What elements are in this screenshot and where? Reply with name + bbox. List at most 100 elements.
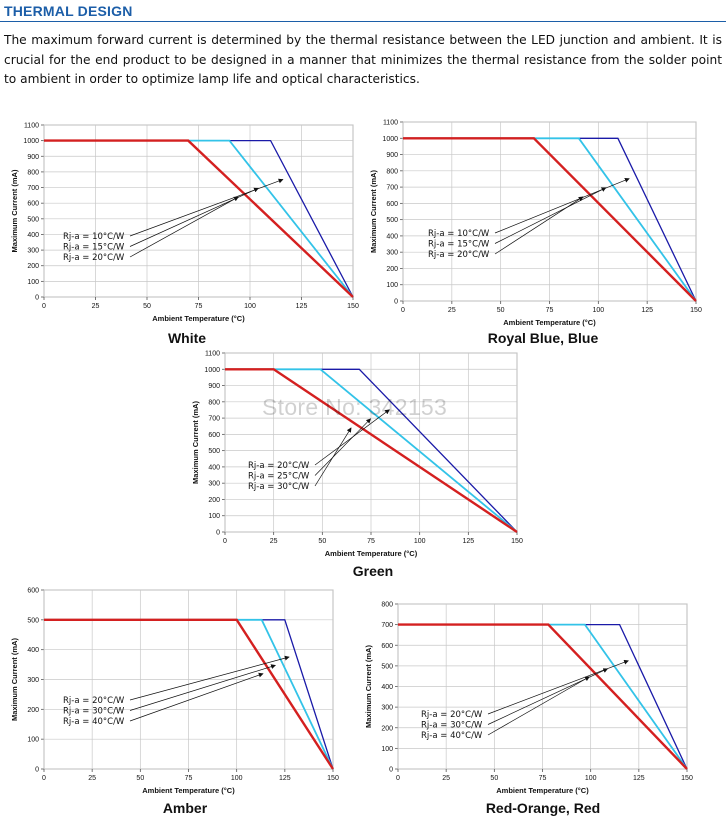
intro-paragraph: The maximum forward current is determine… bbox=[4, 33, 722, 86]
series-line-3 bbox=[403, 137, 697, 302]
series-line-3 bbox=[225, 368, 518, 533]
series-arrow-3 bbox=[129, 672, 264, 722]
series-label-1: Rj-a = 20°C/W bbox=[421, 710, 483, 720]
y-tick-label: 100 bbox=[381, 746, 393, 753]
series-line-3 bbox=[44, 618, 335, 770]
series-label-2: Rj-a = 30°C/W bbox=[421, 721, 483, 731]
y-tick-label: 200 bbox=[208, 497, 220, 504]
chart-white: 0 100 200 300 400 500 600 700 800 900 1000 1100 0 25 5… bbox=[10, 123, 359, 324]
y-tick-label: 1100 bbox=[205, 351, 220, 358]
y-tick-label: 100 bbox=[208, 513, 220, 520]
y-axis-label: Maximum Current (mA) bbox=[369, 170, 378, 253]
x-tick-label: 150 bbox=[690, 307, 702, 314]
x-tick-label: 0 bbox=[223, 538, 227, 545]
x-tick-label: 25 bbox=[88, 775, 96, 782]
y-tick-label: 800 bbox=[208, 399, 220, 406]
x-tick-label: 125 bbox=[296, 303, 308, 310]
y-tick-label: 500 bbox=[27, 617, 39, 624]
x-tick-label: 25 bbox=[92, 303, 100, 310]
y-tick-label: 500 bbox=[381, 663, 393, 670]
x-tick-label: 125 bbox=[641, 307, 653, 314]
y-tick-label: 1100 bbox=[24, 123, 39, 130]
y-tick-label: 500 bbox=[27, 216, 39, 223]
x-axis-label: Ambient Temperature (°C) bbox=[496, 786, 589, 795]
series-arrow-3 bbox=[129, 196, 239, 258]
chart-royal-blue-title: Royal Blue, Blue bbox=[487, 330, 599, 346]
series-label-3: Rj-a = 40°C/W bbox=[421, 731, 483, 741]
x-tick-label: 100 bbox=[585, 775, 597, 782]
series-arrow-2 bbox=[494, 187, 607, 244]
chart-amber: 0 100 200 300 400 500 600 0 25 50 75 100 125 150 Ambie… bbox=[10, 588, 339, 796]
x-tick-label: 25 bbox=[442, 775, 450, 782]
x-tick-label: 75 bbox=[539, 775, 547, 782]
y-tick-label: 0 bbox=[394, 299, 398, 306]
x-tick-label: 0 bbox=[401, 307, 405, 314]
y-tick-label: 600 bbox=[27, 201, 39, 208]
y-tick-label: 300 bbox=[386, 250, 398, 257]
y-tick-label: 0 bbox=[35, 295, 39, 302]
y-tick-label: 1000 bbox=[23, 138, 39, 145]
y-tick-label: 500 bbox=[208, 448, 220, 455]
y-tick-label: 100 bbox=[27, 279, 39, 286]
y-tick-label: 1000 bbox=[204, 367, 220, 374]
series-arrow-3 bbox=[314, 427, 352, 487]
y-tick-label: 900 bbox=[208, 383, 220, 390]
y-tick-label: 1100 bbox=[383, 120, 398, 127]
chart-white-title: White bbox=[167, 330, 207, 346]
series-label-2: Rj-a = 15°C/W bbox=[63, 243, 125, 253]
y-tick-label: 700 bbox=[208, 416, 220, 423]
series-arrow-2 bbox=[129, 664, 276, 711]
y-tick-label: 400 bbox=[27, 647, 39, 654]
y-tick-label: 900 bbox=[27, 154, 39, 161]
y-tick-label: 600 bbox=[381, 643, 393, 650]
y-tick-label: 200 bbox=[27, 707, 39, 714]
x-tick-label: 150 bbox=[681, 775, 693, 782]
chart-royal-blue: 0 100 200 300 400 500 600 700 800 900 1000 1100 0 25 5… bbox=[369, 120, 702, 328]
x-tick-label: 100 bbox=[414, 538, 426, 545]
y-tick-label: 0 bbox=[389, 767, 393, 774]
x-axis-label: Ambient Temperature (°C) bbox=[503, 318, 596, 327]
y-axis-label: Maximum Current (mA) bbox=[191, 401, 200, 484]
chart-amber-title: Amber bbox=[162, 800, 208, 816]
y-tick-label: 100 bbox=[386, 282, 398, 289]
y-tick-label: 400 bbox=[27, 232, 39, 239]
x-tick-label: 75 bbox=[367, 538, 375, 545]
series-arrow-3 bbox=[487, 676, 590, 736]
y-tick-label: 700 bbox=[381, 622, 393, 629]
x-tick-label: 50 bbox=[497, 307, 505, 314]
y-tick-label: 200 bbox=[27, 263, 39, 270]
title-divider bbox=[0, 21, 726, 22]
x-tick-label: 125 bbox=[279, 775, 291, 782]
x-axis-label: Ambient Temperature (°C) bbox=[142, 786, 235, 795]
y-tick-label: 600 bbox=[386, 201, 398, 208]
series-label-1: Rj-a = 10°C/W bbox=[428, 229, 490, 239]
x-tick-label: 125 bbox=[462, 538, 474, 545]
y-tick-label: 500 bbox=[386, 217, 398, 224]
x-tick-label: 150 bbox=[511, 538, 523, 545]
series-label-3: Rj-a = 20°C/W bbox=[63, 253, 125, 263]
section-title: THERMAL DESIGN bbox=[4, 3, 133, 19]
y-axis-label: Maximum Current (mA) bbox=[10, 169, 19, 252]
y-axis-label: Maximum Current (mA) bbox=[10, 638, 19, 721]
series-line-3 bbox=[398, 623, 688, 770]
x-tick-label: 150 bbox=[347, 303, 359, 310]
series-arrow-2 bbox=[314, 418, 372, 476]
y-tick-label: 700 bbox=[386, 185, 398, 192]
store-watermark: Store No: 342153 bbox=[262, 394, 448, 420]
x-tick-label: 75 bbox=[185, 775, 193, 782]
y-tick-label: 300 bbox=[27, 248, 39, 255]
x-tick-label: 50 bbox=[318, 538, 326, 545]
y-tick-label: 800 bbox=[27, 169, 39, 176]
x-tick-label: 25 bbox=[270, 538, 278, 545]
y-tick-label: 400 bbox=[381, 684, 393, 691]
x-tick-label: 75 bbox=[546, 307, 554, 314]
y-axis-label: Maximum Current (mA) bbox=[364, 645, 373, 728]
chart-green: 0 100 200 300 400 500 600 700 800 900 1000 1100 0 25 5… bbox=[191, 351, 523, 559]
x-tick-label: 100 bbox=[231, 775, 243, 782]
x-tick-label: 100 bbox=[592, 307, 604, 314]
x-tick-label: 0 bbox=[396, 775, 400, 782]
x-tick-label: 125 bbox=[633, 775, 645, 782]
x-tick-label: 0 bbox=[42, 303, 46, 310]
y-tick-label: 200 bbox=[381, 725, 393, 732]
series-label-2: Rj-a = 25°C/W bbox=[248, 472, 310, 482]
